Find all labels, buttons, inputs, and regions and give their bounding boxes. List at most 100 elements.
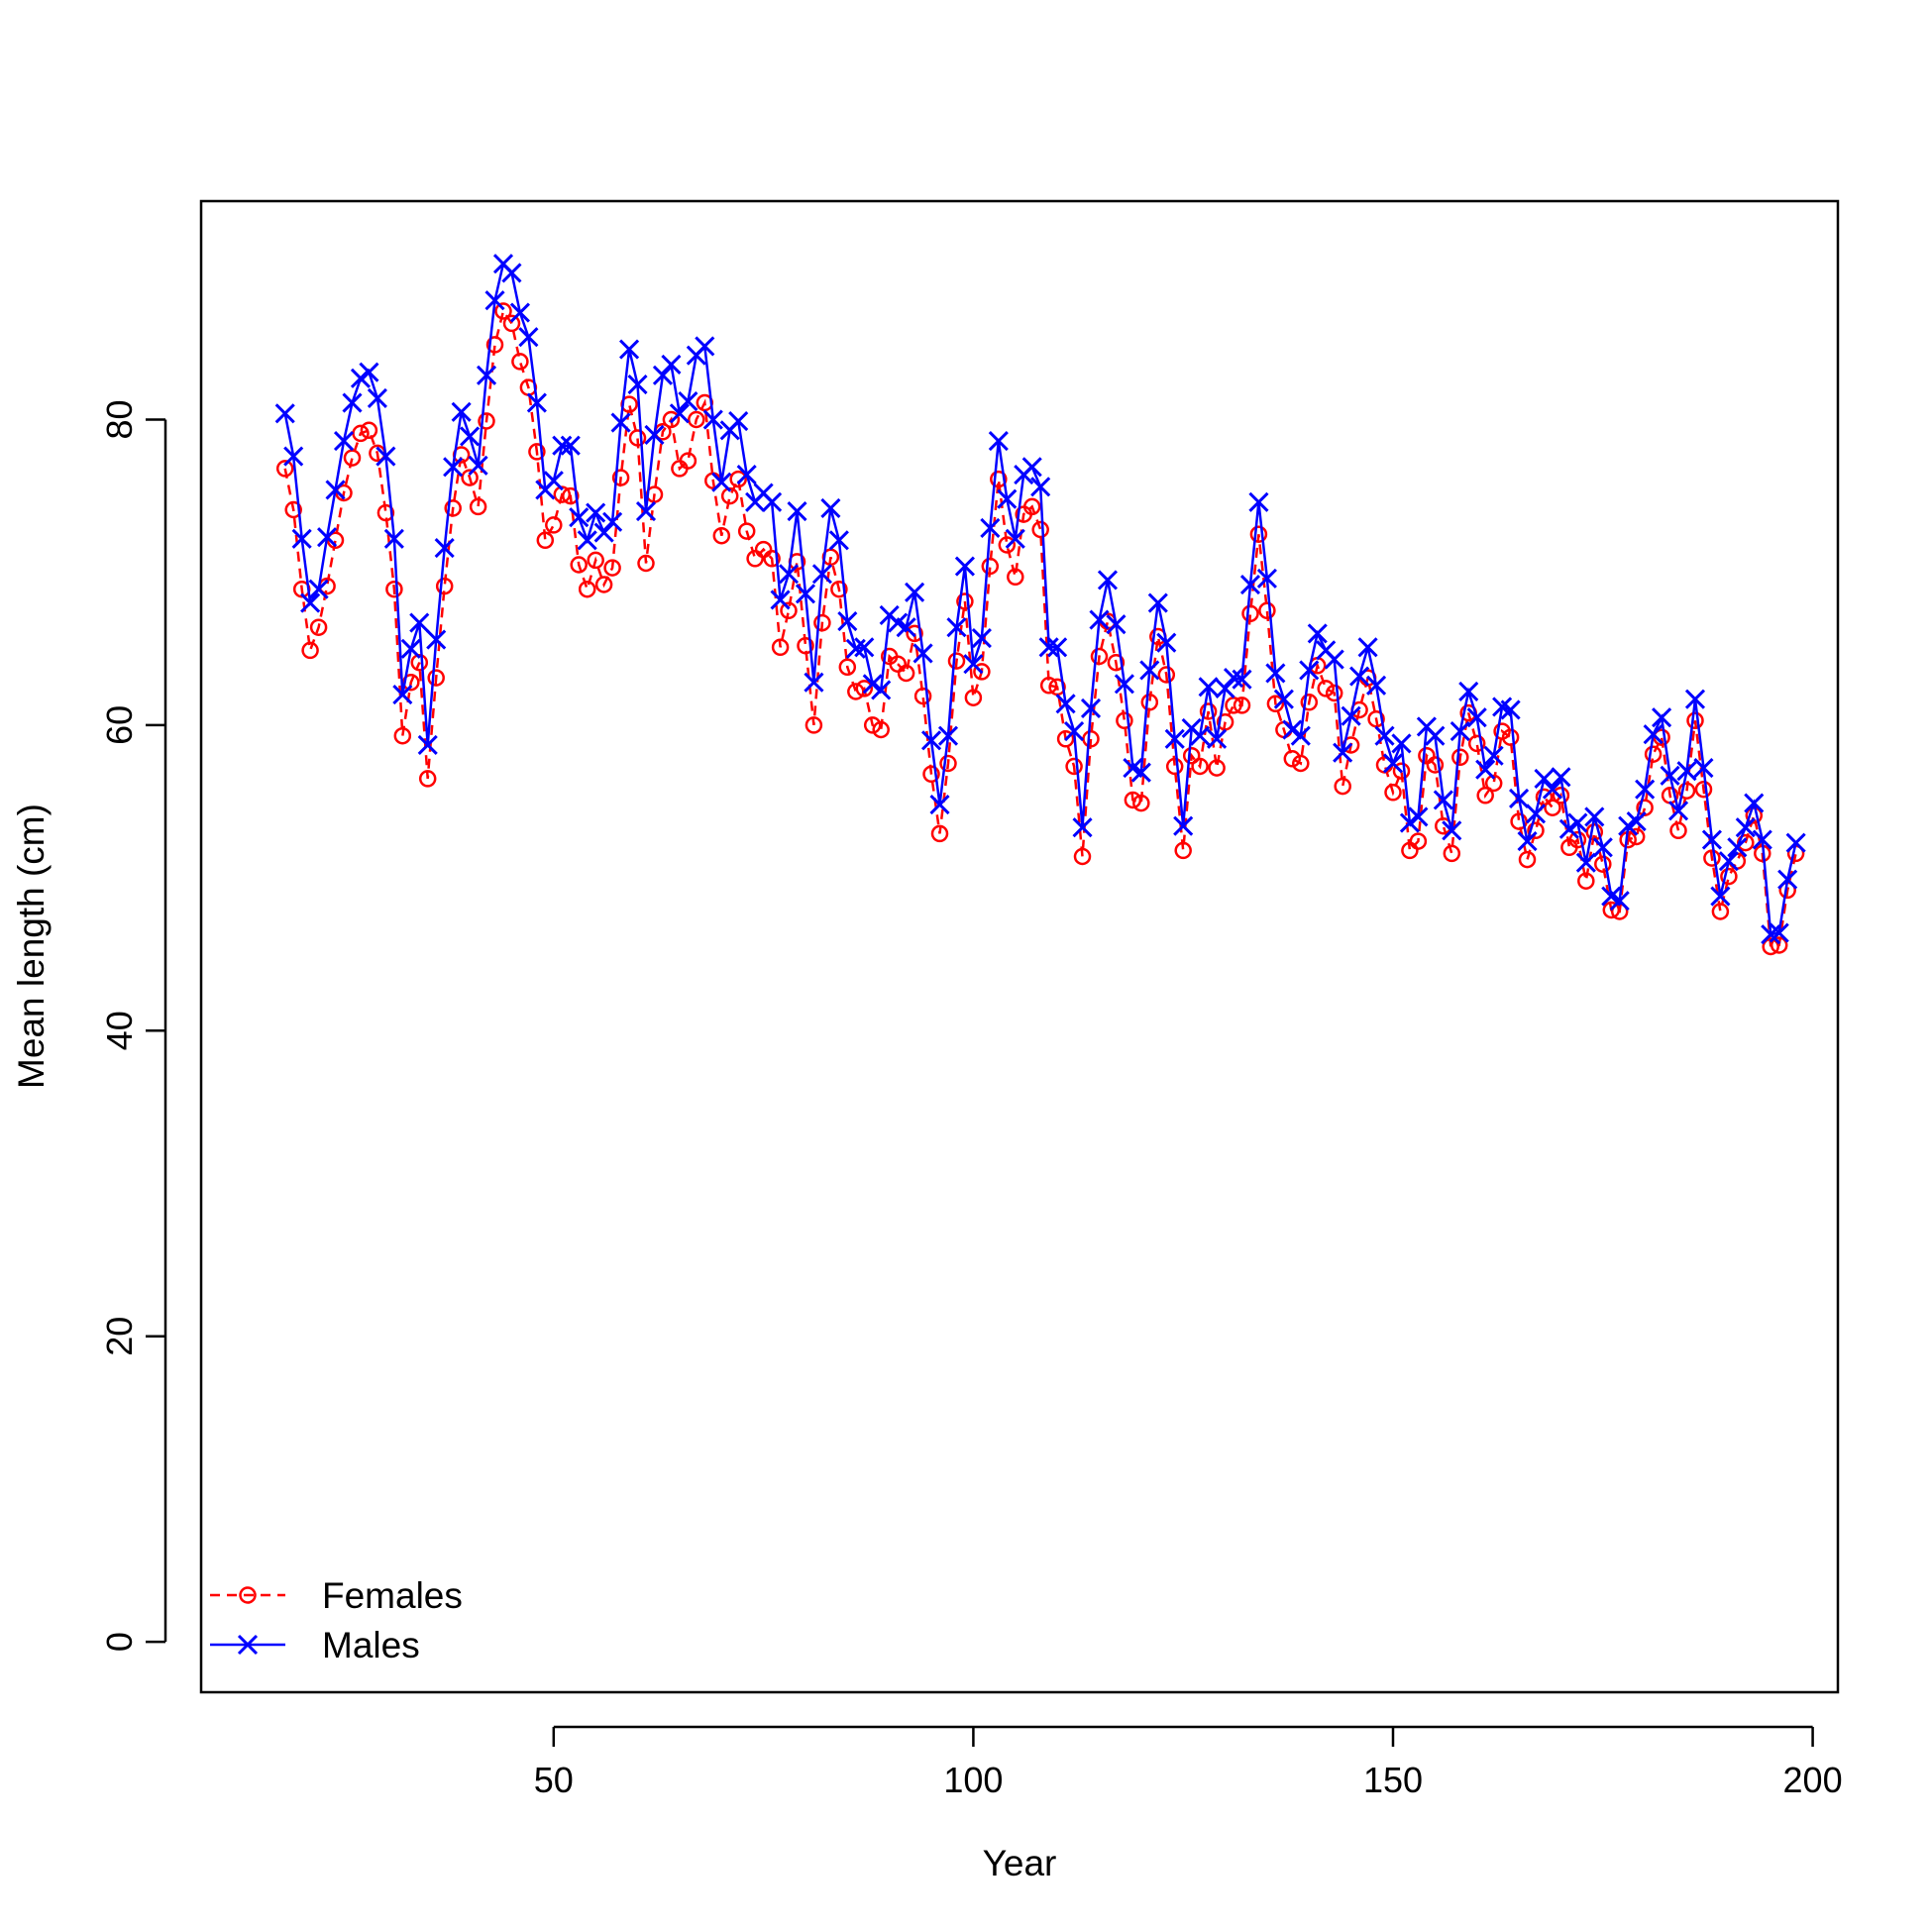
data-point bbox=[797, 636, 814, 655]
data-point bbox=[1106, 614, 1127, 635]
data-point bbox=[1408, 806, 1429, 827]
series-line-females bbox=[283, 308, 1797, 948]
data-point bbox=[1660, 765, 1680, 786]
data-point bbox=[930, 824, 949, 843]
data-point bbox=[1047, 637, 1068, 658]
data-point bbox=[1021, 457, 1042, 478]
data-point bbox=[954, 556, 975, 577]
data-point bbox=[1233, 697, 1251, 714]
data-point bbox=[1686, 711, 1704, 730]
y-tick-label: 0 bbox=[99, 1632, 140, 1652]
data-point bbox=[980, 517, 1001, 539]
data-point bbox=[905, 582, 925, 602]
data-point bbox=[501, 263, 522, 283]
data-point bbox=[577, 530, 597, 551]
y-tick-label: 80 bbox=[99, 399, 140, 439]
data-point bbox=[1325, 684, 1343, 702]
data-point bbox=[1030, 477, 1051, 497]
data-point bbox=[1022, 497, 1041, 516]
data-point bbox=[688, 410, 705, 429]
data-point bbox=[1107, 653, 1126, 672]
data-point bbox=[1080, 698, 1102, 719]
data-point bbox=[1317, 680, 1335, 698]
data-point bbox=[813, 613, 831, 632]
data-point bbox=[1005, 528, 1025, 549]
data-point bbox=[1517, 831, 1538, 852]
data-point bbox=[400, 638, 421, 659]
data-point bbox=[570, 556, 588, 574]
data-point bbox=[333, 431, 355, 452]
data-point bbox=[946, 617, 967, 638]
data-point bbox=[1147, 592, 1168, 613]
data-point bbox=[1694, 780, 1713, 799]
data-point bbox=[434, 537, 455, 559]
y-axis: 0 20 40 60 80 bbox=[99, 399, 167, 1652]
data-point bbox=[1744, 793, 1765, 813]
data-point bbox=[939, 754, 957, 773]
data-point bbox=[990, 470, 1008, 488]
legend: Females Males bbox=[210, 1575, 463, 1665]
data-point bbox=[1164, 728, 1185, 749]
data-point bbox=[635, 500, 657, 522]
data-point bbox=[376, 446, 396, 467]
data-point bbox=[1182, 746, 1201, 765]
data-point bbox=[1299, 660, 1320, 681]
data-point bbox=[1602, 901, 1621, 919]
data-point bbox=[392, 685, 413, 705]
data-point bbox=[502, 314, 521, 333]
data-point bbox=[837, 610, 858, 632]
data-point bbox=[847, 683, 865, 700]
data-point bbox=[1124, 791, 1142, 809]
data-point bbox=[820, 497, 841, 519]
data-point bbox=[1089, 609, 1110, 630]
data-point bbox=[1090, 647, 1109, 666]
data-point bbox=[1558, 818, 1579, 839]
data-point bbox=[1239, 574, 1261, 595]
data-point bbox=[1449, 721, 1470, 742]
data-point bbox=[385, 580, 403, 598]
data-point bbox=[1643, 724, 1664, 745]
data-point bbox=[1072, 817, 1093, 838]
data-point bbox=[1433, 790, 1453, 810]
data-point bbox=[661, 354, 682, 376]
data-point bbox=[1718, 851, 1739, 872]
data-point bbox=[780, 601, 798, 620]
data-point bbox=[1544, 799, 1561, 816]
data-point bbox=[1357, 637, 1378, 658]
data-point bbox=[426, 629, 447, 650]
data-point bbox=[669, 403, 690, 424]
data-point bbox=[1324, 649, 1344, 670]
data-point bbox=[1652, 707, 1672, 728]
data-point bbox=[1501, 728, 1520, 746]
data-point bbox=[1349, 666, 1370, 687]
data-point bbox=[1409, 832, 1428, 850]
data-point bbox=[1399, 812, 1421, 833]
data-point bbox=[1458, 681, 1479, 702]
data-point bbox=[594, 576, 613, 593]
data-point bbox=[863, 716, 882, 734]
data-point bbox=[603, 559, 621, 577]
data-point bbox=[528, 443, 546, 461]
data-point bbox=[1426, 756, 1445, 774]
data-point bbox=[956, 592, 974, 610]
data-point bbox=[545, 516, 563, 534]
data-point bbox=[1442, 820, 1462, 841]
data-point bbox=[838, 658, 857, 677]
data-point bbox=[409, 612, 430, 633]
data-point bbox=[1258, 601, 1276, 620]
data-point bbox=[1055, 694, 1076, 714]
data-point bbox=[1484, 774, 1503, 793]
data-point bbox=[737, 522, 756, 540]
data-point bbox=[1720, 867, 1738, 886]
data-point bbox=[662, 410, 681, 429]
data-point bbox=[872, 720, 890, 739]
data-point bbox=[628, 429, 647, 447]
data-point bbox=[1451, 748, 1469, 767]
data-point bbox=[998, 536, 1017, 554]
data-point bbox=[1542, 779, 1563, 800]
data-point bbox=[746, 550, 764, 568]
data-point bbox=[427, 669, 445, 687]
data-point bbox=[805, 716, 823, 734]
data-point bbox=[1282, 719, 1303, 740]
data-point bbox=[795, 584, 816, 604]
